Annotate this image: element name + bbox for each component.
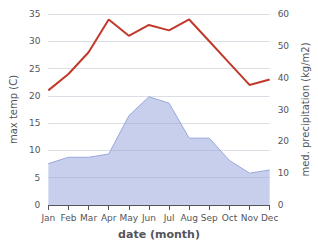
svg-text:20: 20 [29, 91, 41, 101]
svg-text:date (month): date (month) [118, 228, 200, 241]
svg-text:0: 0 [278, 200, 284, 210]
svg-text:Jan: Jan [40, 213, 55, 223]
svg-text:Feb: Feb [61, 213, 77, 223]
svg-text:40: 40 [278, 73, 290, 83]
svg-text:Oct: Oct [222, 213, 238, 223]
svg-text:30: 30 [29, 36, 41, 46]
svg-text:Jun: Jun [141, 213, 156, 223]
svg-text:Nov: Nov [241, 213, 259, 223]
svg-text:10: 10 [278, 168, 290, 178]
svg-text:med. precipitation (kg/m2): med. precipitation (kg/m2) [300, 42, 311, 176]
svg-text:35: 35 [29, 9, 40, 19]
svg-text:Jul: Jul [163, 213, 175, 223]
svg-text:Sep: Sep [201, 213, 218, 223]
svg-text:25: 25 [29, 64, 40, 74]
svg-text:May: May [120, 213, 139, 223]
svg-text:Dec: Dec [261, 213, 278, 223]
svg-text:15: 15 [29, 118, 40, 128]
svg-text:20: 20 [278, 136, 290, 146]
svg-text:5: 5 [35, 173, 41, 183]
svg-text:30: 30 [278, 105, 290, 115]
svg-text:10: 10 [29, 145, 41, 155]
svg-text:50: 50 [278, 41, 290, 51]
svg-text:60: 60 [278, 9, 290, 19]
svg-text:0: 0 [35, 200, 41, 210]
svg-text:max temp (C): max temp (C) [8, 75, 19, 144]
svg-text:Apr: Apr [101, 213, 117, 223]
svg-text:Aug: Aug [180, 213, 198, 223]
svg-text:Mar: Mar [80, 213, 97, 223]
